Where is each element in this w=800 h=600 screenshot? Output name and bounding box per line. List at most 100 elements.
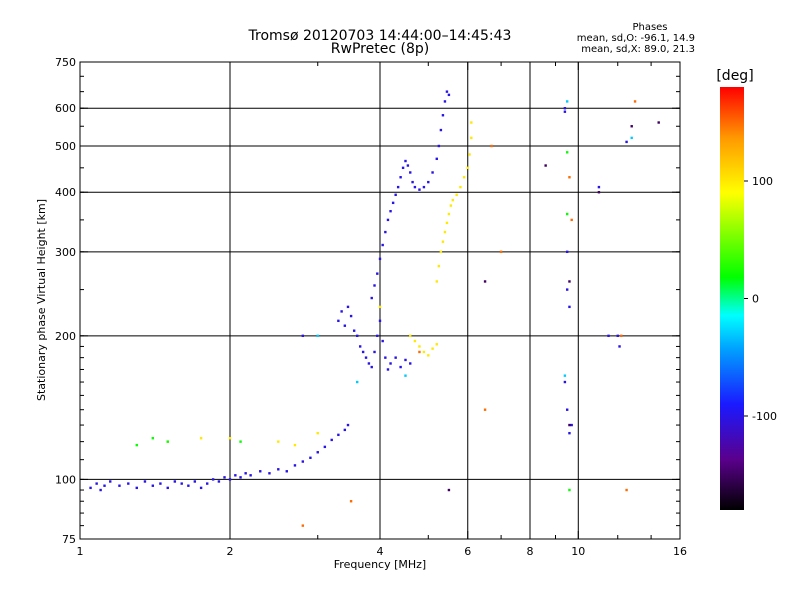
data-point [451, 198, 455, 202]
data-point [499, 250, 503, 254]
data-point [544, 164, 547, 167]
data-point [455, 193, 458, 197]
data-point [568, 431, 571, 435]
data-point [378, 305, 382, 309]
y-tick-label: 75 [62, 533, 76, 546]
data-point [435, 343, 438, 346]
data-point [109, 480, 112, 483]
data-point [404, 159, 407, 163]
data-point [364, 356, 368, 359]
data-point [384, 356, 387, 359]
data-point [565, 250, 569, 254]
data-point [249, 474, 252, 477]
phase-legend: Phases mean, sd,O: -96.1, 14.9 mean, sd,… [577, 22, 695, 55]
colorbar-tick-label: -100 [752, 410, 777, 423]
data-point [355, 334, 359, 338]
data-point [99, 488, 102, 492]
data-point [349, 314, 353, 318]
x-tick-labels: 1 2 4 6 8 10 16 [77, 545, 688, 558]
data-point [563, 110, 567, 113]
data-point [199, 437, 203, 440]
data-point [217, 480, 221, 483]
colorbar-title: [deg] [716, 68, 753, 84]
data-point [441, 114, 445, 117]
data-point [301, 334, 305, 338]
x-tick-label: 10 [571, 545, 585, 558]
data-point [568, 305, 571, 309]
data-point [427, 180, 430, 184]
data-point [346, 423, 350, 427]
data-point [597, 185, 601, 189]
data-point [370, 365, 373, 369]
data-point [418, 350, 421, 354]
data-point [470, 136, 473, 140]
data-point [301, 524, 305, 527]
data-point [180, 482, 183, 485]
data-point [435, 280, 438, 283]
data-point [439, 250, 443, 254]
y-tick-label: 100 [55, 473, 76, 486]
data-point [199, 486, 203, 490]
data-points [89, 90, 660, 527]
data-point [205, 482, 209, 485]
data-point [358, 345, 362, 348]
data-point [135, 486, 138, 490]
data-point [437, 144, 441, 148]
colorbar-tick-label: 0 [752, 293, 759, 306]
data-point [565, 151, 569, 154]
data-point [411, 180, 414, 184]
data-point [422, 185, 426, 189]
data-point [340, 310, 343, 313]
y-tick-label: 400 [55, 186, 76, 199]
data-point [399, 365, 402, 369]
data-point [404, 374, 407, 377]
data-point [239, 440, 242, 443]
data-point [462, 176, 466, 179]
colorbar-tick-label: 100 [752, 175, 773, 188]
data-point [394, 356, 397, 359]
data-point [376, 272, 379, 275]
data-point [373, 350, 376, 354]
data-point [381, 339, 384, 343]
data-point [563, 374, 567, 377]
data-point [343, 428, 347, 432]
data-point [370, 296, 373, 300]
data-point [563, 107, 567, 110]
data-point [468, 153, 471, 156]
colorbar-gradient [720, 87, 744, 510]
data-point [386, 218, 390, 222]
x-tick-label: 1 [77, 545, 84, 558]
data-point [568, 280, 571, 283]
data-point [349, 500, 353, 503]
y-tick-label: 500 [55, 140, 76, 153]
data-point [483, 408, 487, 411]
data-point [443, 100, 447, 103]
data-point [355, 380, 359, 384]
data-point [409, 362, 412, 365]
data-point [277, 440, 280, 443]
data-point [401, 166, 405, 170]
data-point [293, 443, 297, 447]
data-point [431, 171, 434, 174]
data-point [413, 185, 417, 189]
data-point [568, 488, 571, 492]
grid [80, 62, 680, 539]
data-point [285, 470, 288, 473]
data-point [95, 482, 98, 485]
data-point [449, 204, 453, 207]
plot-area: 1 2 4 6 8 10 16 75 100 200 300 400 500 600 750 [55, 56, 687, 558]
data-point [159, 482, 162, 485]
data-point [151, 437, 155, 440]
ticks [79, 61, 681, 540]
data-point [376, 334, 379, 338]
data-point [103, 484, 106, 487]
data-point [367, 362, 371, 365]
data-point [228, 437, 232, 440]
y-axis-label: Stationary phase Virtual Height [km] [35, 199, 48, 401]
data-point [330, 438, 333, 442]
y-tick-labels: 75 100 200 300 400 500 600 750 [55, 56, 76, 546]
data-point [422, 350, 426, 354]
data-point [633, 100, 637, 103]
legend-line-x: mean, sd,X: 89.0, 21.3 [581, 44, 695, 55]
data-point [616, 334, 619, 338]
